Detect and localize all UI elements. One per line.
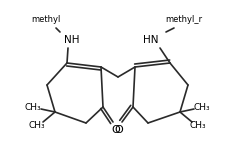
Text: methyl: methyl xyxy=(31,16,61,24)
Text: CH₃: CH₃ xyxy=(190,121,206,131)
Text: CH₃: CH₃ xyxy=(194,102,210,112)
Text: NH: NH xyxy=(64,35,79,45)
Text: CH₃: CH₃ xyxy=(29,121,45,131)
Text: methyl_r: methyl_r xyxy=(165,16,202,24)
Text: HN: HN xyxy=(143,35,158,45)
Text: CH₃: CH₃ xyxy=(25,102,41,112)
Text: O: O xyxy=(112,125,120,135)
Text: O: O xyxy=(115,125,123,135)
